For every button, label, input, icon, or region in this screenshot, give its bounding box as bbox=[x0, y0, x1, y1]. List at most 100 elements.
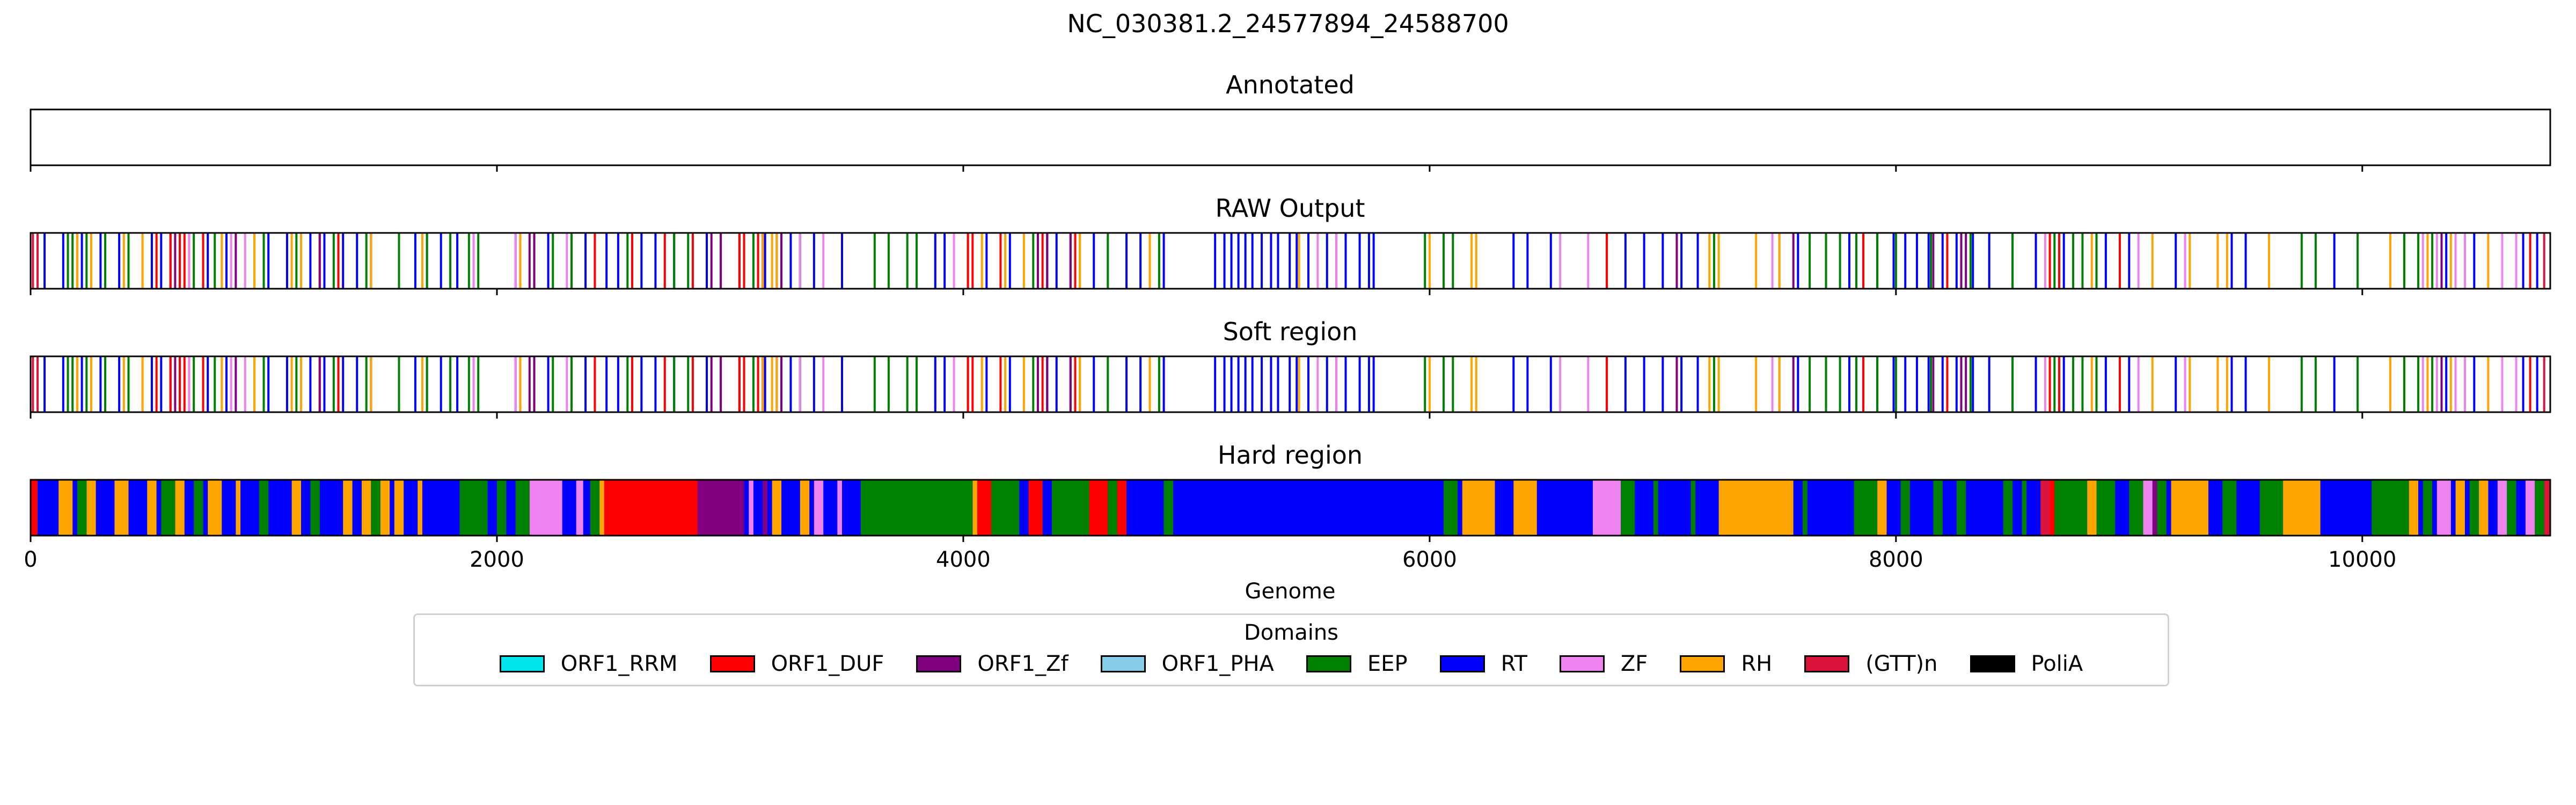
legend-item-gttn: (GTT)n bbox=[1804, 652, 1938, 676]
segment-eep bbox=[1653, 480, 1658, 536]
segment-orf1zf bbox=[763, 480, 767, 536]
segment-rh bbox=[208, 480, 222, 536]
segment-zf bbox=[837, 480, 842, 536]
segment-orf1duf bbox=[1117, 480, 1127, 536]
segment-eep bbox=[259, 480, 269, 536]
panel-frame-raw-output bbox=[30, 232, 2551, 290]
segment-eep bbox=[2423, 480, 2433, 536]
segment-gttn bbox=[2544, 480, 2550, 536]
segment-rh bbox=[175, 480, 185, 536]
segment-zf bbox=[576, 480, 583, 536]
x-tick-label: 8000 bbox=[1869, 547, 1923, 572]
segment-rh bbox=[1877, 480, 1887, 536]
legend-label: (GTT)n bbox=[1865, 652, 1938, 676]
legend-label: ORF1_RRM bbox=[560, 652, 678, 676]
legend-swatch bbox=[1559, 655, 1605, 672]
legend-item-polia: PoliA bbox=[1970, 652, 2083, 676]
segment-eep bbox=[1900, 480, 1910, 536]
segment-rh bbox=[343, 480, 353, 536]
legend-label: ORF1_DUF bbox=[771, 652, 884, 676]
legend-item-orf1duf: ORF1_DUF bbox=[709, 652, 884, 676]
segment-rh bbox=[2479, 480, 2489, 536]
segment-orf1duf bbox=[1089, 480, 1108, 536]
segment-rh bbox=[2455, 480, 2465, 536]
legend-swatch bbox=[499, 655, 545, 672]
segment-rh bbox=[1718, 480, 1794, 536]
segment-eep bbox=[2469, 480, 2479, 536]
legend-swatch bbox=[1804, 655, 1850, 672]
segment-eep bbox=[310, 480, 320, 536]
segment-eep bbox=[2222, 480, 2237, 536]
legend-items: ORF1_RRM ORF1_DUF ORF1_Zf ORF1_PHA EEP RT ZF RH… bbox=[415, 652, 2168, 676]
segment-rh bbox=[2171, 480, 2209, 536]
legend-label: ZF bbox=[1620, 652, 1648, 676]
legend-item-eep: EEP bbox=[1306, 652, 1408, 676]
x-tick-label: 10000 bbox=[2328, 547, 2396, 572]
segment-rh bbox=[361, 480, 371, 536]
segment-eep bbox=[860, 480, 973, 536]
legend-label: PoliA bbox=[2031, 652, 2083, 676]
x-tick-label: 6000 bbox=[1402, 547, 1457, 572]
panels: Annotated RAW Output Soft region Hard regio… bbox=[30, 70, 2551, 542]
panel-title-soft-region: Soft region bbox=[1223, 317, 1358, 346]
x-axis-label: Genome bbox=[1245, 579, 1335, 604]
segment-eep bbox=[161, 480, 175, 536]
panel-title-raw-output: RAW Output bbox=[1216, 194, 1365, 223]
segment-eep bbox=[1956, 480, 1966, 536]
segment-eep bbox=[2129, 480, 2143, 536]
panel-frame-hard-region bbox=[30, 479, 2551, 537]
segment-eep bbox=[459, 480, 488, 536]
segment-eep bbox=[496, 480, 507, 536]
segment-gttn bbox=[2040, 480, 2050, 536]
x-tick-label: 4000 bbox=[936, 547, 991, 572]
panel-annotated: Annotated bbox=[30, 70, 2551, 172]
legend-swatch bbox=[1439, 655, 1485, 672]
segment-zf bbox=[2436, 480, 2451, 536]
segment-zf bbox=[814, 480, 824, 536]
segment-rh bbox=[147, 480, 157, 536]
segment-rh bbox=[236, 480, 241, 536]
segment-eep bbox=[1052, 480, 1089, 536]
segment-rh bbox=[58, 480, 73, 536]
segment-rh bbox=[599, 480, 604, 536]
legend-item-rt: RT bbox=[1439, 652, 1527, 676]
x-axis: 0 2000 4000 6000 8000 10000 bbox=[24, 547, 2396, 572]
segment-rh bbox=[1462, 480, 1495, 536]
segment-rh bbox=[380, 480, 390, 536]
segment-eep bbox=[1933, 480, 1943, 536]
legend-item-zf: ZF bbox=[1559, 652, 1648, 676]
segment-orf1zf bbox=[2152, 480, 2157, 536]
segment-eep bbox=[2157, 480, 2167, 536]
segment-zf bbox=[2525, 480, 2535, 536]
legend-swatch bbox=[1100, 655, 1146, 672]
segment-eep bbox=[2054, 480, 2088, 536]
segment-zf bbox=[1593, 480, 1621, 536]
segment-rh bbox=[418, 480, 422, 536]
legend: Domains ORF1_RRM ORF1_DUF ORF1_Zf ORF1_PHA E… bbox=[413, 613, 2169, 686]
segment-rh bbox=[291, 480, 301, 536]
segment-eep bbox=[2259, 480, 2284, 536]
segment-orf1duf bbox=[1028, 480, 1043, 536]
segment-zf bbox=[2143, 480, 2153, 536]
panel-hard-region: Hard region bbox=[30, 441, 2551, 542]
panel-title-hard-region: Hard region bbox=[1218, 441, 1363, 470]
segment-orf1duf bbox=[977, 480, 992, 536]
segment-rh bbox=[2409, 480, 2419, 536]
segment-eep bbox=[1163, 480, 1173, 536]
legend-label: RT bbox=[1501, 652, 1527, 676]
segment-eep bbox=[194, 480, 203, 536]
segment-eep bbox=[2022, 480, 2027, 536]
segment-eep bbox=[2096, 480, 2116, 536]
segment-rh bbox=[2283, 480, 2321, 536]
segment-eep bbox=[2003, 480, 2013, 536]
panel-soft-region: Soft region bbox=[30, 317, 2551, 419]
legend-label: ORF1_PHA bbox=[1161, 652, 1274, 676]
segment-eep bbox=[77, 480, 87, 536]
segment-orf1duf bbox=[602, 480, 698, 536]
x-tick-label: 2000 bbox=[470, 547, 524, 572]
segment-eep bbox=[590, 480, 600, 536]
legend-swatch bbox=[916, 655, 962, 672]
x-tick-label: 0 bbox=[24, 547, 37, 572]
segment-rh bbox=[86, 480, 96, 536]
